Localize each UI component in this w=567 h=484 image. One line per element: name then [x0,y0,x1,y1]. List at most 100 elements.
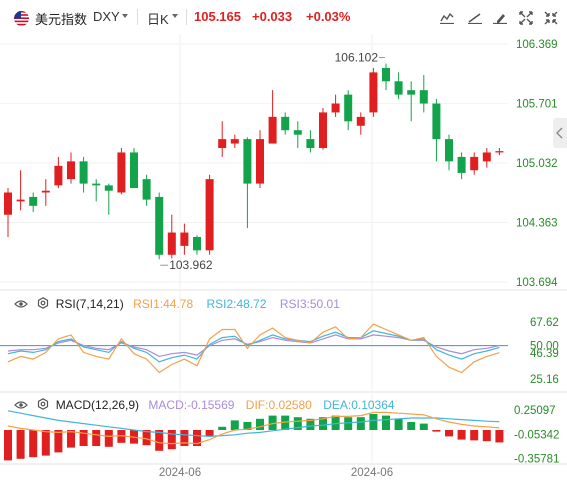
candle-body [482,152,491,162]
candle-body [268,116,277,144]
date-tick-label: 2024-06 [351,467,393,479]
candle-body [382,67,390,82]
macd-bar [470,430,479,441]
candle-body [419,90,428,104]
side-panel-toggle[interactable] [553,118,567,148]
candle-body [344,94,353,122]
macd-header: MACD(12,26,9) MACD:-0.15569 DIF:0.02580 … [14,398,395,413]
macd-bar [344,417,353,430]
macd-bar [67,430,75,448]
macd-bar [117,430,126,443]
macd-bar [230,420,239,430]
candle-body [470,156,479,171]
rsi1-value: RSI1:44.78 [133,297,194,311]
candle-body [205,179,214,251]
macd-tick-label: -0.05342 [514,429,559,441]
price-tick-label: 104.363 [516,217,558,229]
rsi1-line [7,323,500,374]
candle-body [445,139,453,162]
macd-bar [54,430,63,453]
chevron-left-icon [556,127,563,139]
candle-body [4,192,12,215]
candle-body [142,179,151,200]
macd-bar [306,418,315,430]
candle-body [130,152,138,189]
macd-bar [180,430,189,446]
candle-body [167,232,176,255]
gear-icon[interactable] [37,398,49,413]
eye-icon[interactable] [14,399,28,413]
macd-bar [293,417,302,430]
macd-value: MACD:-0.15569 [148,398,235,412]
candle-body [193,236,201,251]
ticker-select[interactable]: DXY [93,9,120,24]
rsi2-value: RSI2:48.72 [206,297,267,311]
macd-bar [167,430,176,450]
price-change: +0.033 [252,9,293,24]
rsi-tick-label: 25.16 [530,374,559,386]
price-change-percent: +0.03% [306,9,351,24]
chart-header: 美元指数 DXY 日K 105.165 +0.033 +0.03% [0,0,567,34]
macd-bar [16,430,25,459]
macd-tick-label: 0.25097 [514,405,556,417]
macd-bar [256,418,264,430]
candle-body [369,72,378,113]
indicator-button[interactable] [436,8,458,28]
draw-button[interactable] [464,8,486,28]
rsi2-line [7,330,500,363]
macd-bar [482,430,491,442]
candle-body [180,232,189,246]
symbol-name[interactable]: 美元指数 [35,12,88,27]
fullscreen-icon [519,11,533,25]
dea-line [7,410,500,438]
price-tick-label: 103.694 [516,277,558,289]
draw-icon [468,13,482,24]
macd-title: MACD(12,26,9) [55,398,140,412]
candle-body [16,199,25,202]
rsi-title: RSI(7,14,21) [55,297,124,311]
eye-icon[interactable] [14,298,28,312]
candle-body [394,81,403,95]
collapse-button[interactable] [540,8,562,28]
settings-button[interactable] [489,8,511,28]
macd-bar [193,430,201,446]
rsi-tick-label: 67.62 [530,317,559,329]
candle-body [407,90,416,95]
candle-body [319,112,327,149]
macd-tick-label: -0.35781 [514,454,559,466]
macd-bar [4,430,12,461]
collapse-icon [544,11,558,25]
candle-body [495,151,504,153]
rsi-header: RSI(7,14,21) RSI1:44.78 RSI2:48.72 RSI3:… [14,297,340,312]
us-flag-icon [14,11,29,26]
kline-chart[interactable]: 106.369 105.701 105.032 104.363 103.694 106.1… [0,34,567,484]
settings-icon [493,14,507,24]
macd-bar [382,415,390,430]
macd-bar [92,430,101,446]
candle-body [293,130,302,135]
candle-body [67,161,75,180]
period-chevron-down-icon[interactable] [172,14,178,18]
candle-body [117,152,126,193]
price-tick-label: 106.369 [516,39,558,51]
ticker-chevron-down-icon[interactable] [122,14,128,18]
macd-bar [495,430,504,443]
candle-body [54,165,63,186]
price-tick-label: 105.701 [516,98,558,110]
macd-bar [243,422,252,430]
candle-body [457,156,466,173]
divider [186,9,187,25]
macd-bar [331,415,340,430]
dif-value: DIF:0.02580 [245,398,312,412]
dif-line [7,411,500,445]
period-select[interactable]: 日K [147,12,169,27]
divider [137,9,138,25]
fullscreen-button[interactable] [515,8,537,28]
macd-bar [41,430,50,456]
macd-bar [356,417,365,430]
gear-icon[interactable] [37,297,49,312]
macd-bar [205,430,214,437]
macd-bar [445,430,453,437]
candle-body [155,196,164,255]
candle-body [230,139,239,144]
